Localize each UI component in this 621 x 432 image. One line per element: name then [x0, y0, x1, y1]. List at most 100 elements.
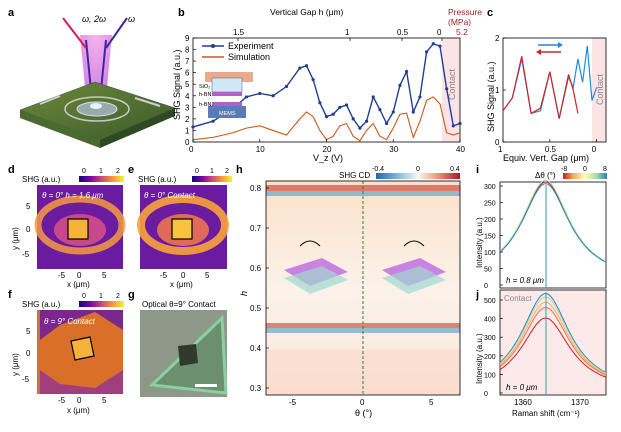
- b-experiment-point: [304, 64, 309, 68]
- h-xtick-2: 5: [429, 398, 434, 407]
- inset-hbn-top: [212, 92, 242, 96]
- b-experiment-point: [451, 124, 455, 128]
- b-pressure-label: Pressure: [448, 7, 482, 17]
- h-inset-right: [382, 240, 446, 294]
- panel-i-label: i: [476, 164, 479, 176]
- b-pressure-value: 5.2: [456, 27, 468, 37]
- f-cb-tick-1: 1: [99, 293, 103, 300]
- d-xlabel: x (μm): [67, 280, 90, 289]
- b-experiment-point: [391, 110, 395, 114]
- i-yticks-label: 50: [484, 267, 492, 274]
- b-experiment-point: [351, 117, 355, 121]
- inset-hbn-bottom: [212, 102, 242, 106]
- b-toptick-label: 1: [345, 28, 350, 37]
- h-ytick-label: 0.8: [250, 184, 262, 193]
- f-cb-title: SHG (a.u.): [22, 300, 61, 309]
- c-arrow-backward-head: [536, 49, 541, 55]
- d-xtick-2: 5: [102, 271, 107, 280]
- panel-e-label: e: [128, 164, 134, 176]
- b-toptick-label: 0: [437, 28, 442, 37]
- b-top-ticks: 1.5 1 0.5 0: [233, 28, 443, 41]
- b-toptick-label: 1.5: [233, 28, 245, 37]
- d-ytick-0: 5: [26, 202, 31, 211]
- c-x-ticks: 1 0.5 0: [498, 139, 597, 154]
- c-xtick-label: 1: [498, 145, 503, 154]
- e-ring-outer: [137, 195, 229, 255]
- d-cb-tick-0: 0: [82, 168, 86, 175]
- panel-i: i Δθ (°) -8 0 8 300 250 200 150 100 50 0 h = 0…: [475, 164, 607, 290]
- f-xtick-2: 5: [102, 396, 107, 405]
- h-band-mid: [266, 323, 460, 328]
- i-colorbar: [563, 173, 607, 179]
- beam-incident-right: [105, 17, 128, 49]
- e-annotation: θ = 0° Contact: [144, 191, 196, 200]
- b-experiment-point: [271, 94, 275, 98]
- e-xlabel: x (μm): [170, 280, 193, 289]
- panel-h: h SHG CD -0.4 0 0.4 0.8 0.7 0.6 0.5 0.4 0.3 -…: [236, 164, 461, 418]
- chip-side-left: [20, 110, 100, 148]
- f-ytick-2: -5: [22, 375, 30, 384]
- h-ytick-label: 0.7: [250, 224, 262, 233]
- h-cb-tick-2: 0.4: [450, 166, 460, 173]
- panel-h-label: h: [236, 164, 243, 176]
- i-yticks-label: 250: [484, 201, 496, 208]
- b-ytick-label: 5: [185, 80, 190, 89]
- h-xtick-0: -5: [289, 398, 297, 407]
- d-ytick-2: -5: [22, 250, 30, 259]
- i-yticks-label: 100: [484, 250, 496, 257]
- f-ytick-1: 0: [26, 349, 31, 358]
- b-ytick-label: 9: [185, 34, 190, 43]
- b-toptick-label: 0.5: [397, 28, 409, 37]
- d-ylabel: y (μm): [11, 227, 20, 250]
- f-xtick-1: 0: [77, 396, 82, 405]
- i-cb-title: Δθ (°): [535, 171, 556, 180]
- b-experiment-point: [405, 69, 409, 74]
- legend-experiment-marker: [211, 44, 215, 48]
- electrode-2: [134, 97, 161, 107]
- i-annotation: h = 0.8 μm: [506, 276, 544, 285]
- b-experiment-point: [191, 125, 195, 129]
- panel-a-label: a: [8, 7, 15, 19]
- electrode-1: [39, 95, 61, 105]
- d-cb-tick-1: 1: [99, 168, 103, 175]
- b-ytick-label: 0: [185, 138, 190, 147]
- b-xlabel: V_z (V): [313, 153, 343, 163]
- inset-label-hbn2: h-BN: [199, 102, 212, 108]
- chip-side-right: [100, 108, 175, 148]
- h-xtick-1: 0: [360, 398, 365, 407]
- b-experiment-point: [411, 110, 415, 114]
- j-yticks-label: 400: [484, 317, 496, 324]
- j-y-ticks: 500 400 300 200 100 0: [484, 298, 503, 398]
- b-contact-label: Contact: [447, 68, 457, 100]
- j-xtick-0: 1360: [514, 398, 532, 407]
- b-experiment-point: [298, 66, 302, 70]
- inset-label-sio2: SiO₂: [199, 84, 210, 90]
- sample-spot: [90, 103, 102, 109]
- b-xtick-label: 0: [189, 145, 194, 154]
- j-series-group: [499, 292, 607, 378]
- j-yticks-label: 200: [484, 354, 496, 361]
- b-ylabel: SHG Signal (a.u.): [172, 49, 182, 120]
- b-experiment-point: [358, 126, 362, 130]
- h-ylabel: h: [239, 291, 249, 296]
- i-yticks-label: 200: [484, 217, 496, 224]
- j-series-Δθ=-4: [499, 296, 607, 374]
- beam-label-right: ω: [128, 14, 135, 24]
- f-sample-square: [70, 336, 95, 361]
- h-frame: [265, 180, 461, 396]
- b-experiment-point: [378, 108, 382, 112]
- i-yticks-label: 0: [484, 283, 488, 290]
- e-cb-tick-1: 1: [210, 168, 214, 175]
- c-ytick-label: 2: [495, 34, 500, 43]
- c-series-backward: [502, 56, 579, 119]
- beam-incident-left: [62, 17, 87, 49]
- c-arrow-forward-head: [558, 42, 563, 48]
- e-colorbar: [192, 176, 232, 182]
- b-experiment-point: [398, 83, 402, 87]
- h-right-rotate-arrow: [403, 240, 425, 247]
- i-ylabel: Intensity (a.u.): [475, 217, 484, 268]
- panel-f: f SHG (a.u.) 0 1 2 θ = 9° Contact -5 0 5…: [8, 289, 124, 415]
- b-experiment-point: [284, 84, 289, 89]
- c-xlabel: Equiv. Vert. Gap (μm): [503, 153, 589, 163]
